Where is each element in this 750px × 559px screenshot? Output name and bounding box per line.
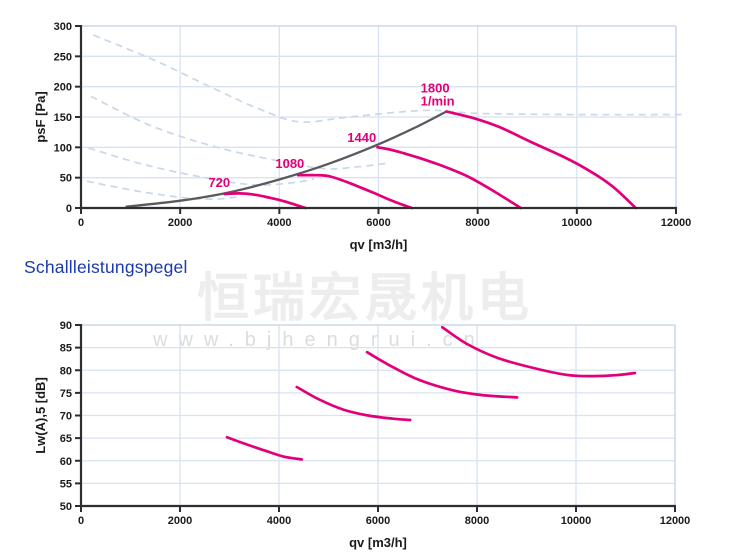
speed-label-1080: 1080	[275, 156, 304, 171]
x-tick-label: 6000	[366, 217, 390, 229]
pressure-airflow-chart: 0 2000 4000 6000 8000 10000 12000 0 50 100 150 200 2…	[33, 21, 692, 252]
x-tick-label: 10000	[561, 515, 592, 527]
y-tick-label: 60	[60, 456, 72, 468]
y-tick-label: 55	[60, 478, 72, 490]
speed-label-1800: 1800	[421, 81, 450, 96]
x-tick-label: 8000	[465, 217, 489, 229]
aux-dashed-curve-3	[88, 147, 315, 186]
speed-label-720: 720	[208, 175, 230, 190]
aux-dashed-curve-2	[90, 95, 389, 170]
y-tick-label: 250	[54, 51, 72, 63]
x-tick-label: 10000	[562, 217, 593, 229]
y-tick-label: 90	[60, 320, 72, 332]
curve-720-rpm	[223, 192, 307, 210]
x-tick-label: 8000	[465, 515, 489, 527]
x-tick-label: 0	[78, 515, 84, 527]
curve-1080-rpm	[296, 173, 414, 210]
y-tick-label: 0	[66, 203, 72, 215]
x-axis-label: qv [m3/h]	[349, 535, 407, 550]
curve-1800-rpm	[445, 110, 638, 210]
x-tick-label: 2000	[168, 217, 192, 229]
sound-power-level-chart: 0 2000 4000 6000 8000 10000 12000 50 55 60 65 70 75 8…	[33, 320, 691, 550]
curve-720-rpm	[225, 435, 304, 461]
y-tick-label: 85	[60, 343, 72, 355]
x-tick-label: 4000	[267, 515, 291, 527]
y-tick-label: 70	[60, 411, 72, 423]
x-tick-label: 2000	[168, 515, 192, 527]
y-tick-label: 150	[54, 112, 72, 124]
y-axis-label: Lw(A),5 [dB]	[33, 377, 48, 454]
y-tick-label: 300	[54, 21, 72, 33]
curve-1440-rpm	[365, 350, 519, 399]
y-tick-label: 80	[60, 365, 72, 377]
y-tick-label: 65	[60, 433, 72, 445]
system-resistance-curve	[125, 110, 447, 208]
x-tick-label: 4000	[267, 217, 291, 229]
watermark-url-text: www.bjhengrui.cn	[153, 329, 486, 351]
x-tick-label: 12000	[661, 217, 692, 229]
section-title-sound-power-level: Schallleistungspegel	[24, 257, 188, 277]
aux-dashed-curve-4	[86, 180, 240, 201]
aux-dashed-curve-1	[93, 34, 686, 124]
curve-1800-rpm	[440, 325, 637, 378]
y-tick-label: 50	[60, 173, 72, 185]
curve-1440-rpm	[376, 145, 523, 210]
x-axis-label: qv [m3/h]	[350, 237, 408, 252]
speed-label-1440: 1440	[347, 130, 376, 145]
y-tick-label: 75	[60, 388, 72, 400]
speed-label-1800: 1/min	[421, 94, 455, 109]
y-tick-label: 200	[54, 82, 72, 94]
x-tick-label: 0	[78, 217, 84, 229]
y-axis-label: psF [Pa]	[33, 91, 48, 142]
x-tick-label: 12000	[660, 515, 691, 527]
x-tick-label: 6000	[366, 515, 390, 527]
y-tick-label: 50	[60, 501, 72, 513]
y-tick-label: 100	[54, 142, 72, 154]
watermark-chinese-text: 恒瑞宏晟机电	[197, 270, 534, 328]
curve-1080-rpm	[295, 385, 412, 422]
